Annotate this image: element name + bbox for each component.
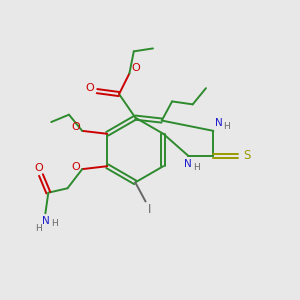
Text: N: N <box>42 216 50 226</box>
Text: N: N <box>215 118 223 128</box>
Text: O: O <box>131 63 140 73</box>
Text: S: S <box>243 149 250 162</box>
Text: H: H <box>223 122 230 131</box>
Text: O: O <box>34 163 43 173</box>
Text: H: H <box>193 163 200 172</box>
Text: O: O <box>71 122 80 132</box>
Text: H: H <box>35 224 41 233</box>
Text: I: I <box>147 203 151 216</box>
Text: N: N <box>184 159 192 169</box>
Text: H: H <box>51 219 58 228</box>
Text: O: O <box>85 82 94 93</box>
Text: O: O <box>71 162 80 172</box>
